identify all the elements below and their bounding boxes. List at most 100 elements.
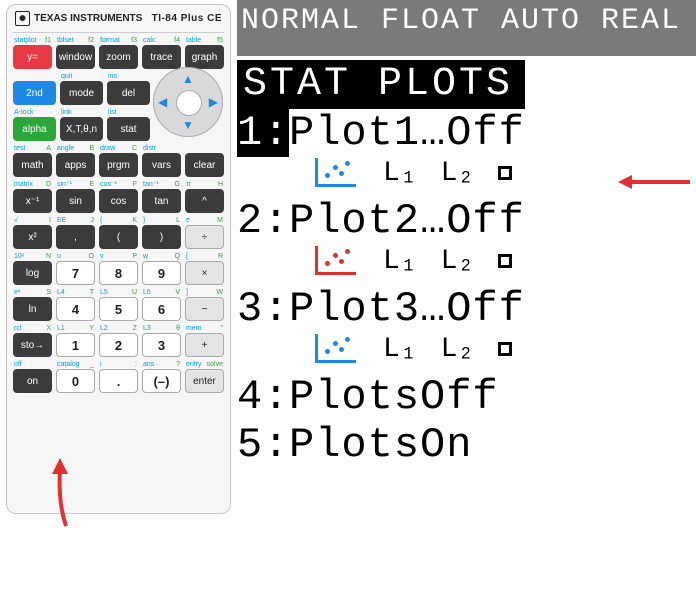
key-enter[interactable]: enter <box>185 369 224 393</box>
key-graph[interactable]: graph <box>185 45 224 69</box>
dpad-left-icon[interactable]: ◀ <box>158 95 167 109</box>
key-top-labels: eM <box>185 217 224 225</box>
menu-index: 3: <box>237 285 289 333</box>
key-wrap: calcf4trace <box>142 37 181 69</box>
key-top-labels: vP <box>99 253 138 261</box>
xlist-label: L₁ <box>383 158 417 189</box>
key-2[interactable]: 2 <box>99 333 138 357</box>
menu-label: Plot1…Off <box>289 109 525 157</box>
key-wrap: testAmath <box>13 145 52 177</box>
key-[interactable]: , <box>56 225 95 249</box>
status-bar: NORMAL FLOAT AUTO REAL <box>237 0 696 56</box>
key-1[interactable]: 1 <box>56 333 95 357</box>
key-sin[interactable]: sin <box>56 189 95 213</box>
plot-info-row: L₁L₂ <box>237 331 696 367</box>
key-window[interactable]: window <box>56 45 95 69</box>
key-[interactable]: ^ <box>185 189 224 213</box>
key-vars[interactable]: vars <box>142 153 181 177</box>
key-wrap: [R× <box>185 253 224 285</box>
key-stat[interactable]: stat <box>107 117 150 141</box>
key-[interactable]: ) <box>142 225 181 249</box>
key-[interactable]: . <box>99 369 138 393</box>
key-wrap: tblsetf2window <box>56 37 95 69</box>
key-wrap: entrysolveenter <box>185 361 224 393</box>
key-wrap: L4T4 <box>56 289 95 321</box>
key-6[interactable]: 6 <box>142 297 181 321</box>
key-top-labels: i: <box>99 361 138 369</box>
key-top-labels: ins <box>107 73 150 81</box>
menu-index: 5: <box>237 421 289 469</box>
key-row: √Ix²EEJ,{K(}L)eM÷ <box>13 217 224 249</box>
menu-item-plot[interactable]: 3:Plot3…Off <box>237 285 696 333</box>
key-top-labels: formatf3 <box>99 37 138 45</box>
key-0[interactable]: 0 <box>56 369 95 393</box>
key-7[interactable]: 7 <box>56 261 95 285</box>
ylist-label: L₂ <box>441 334 475 365</box>
mark-icon <box>498 166 512 180</box>
key-2nd[interactable]: 2nd <box>13 81 56 105</box>
key-wrap: distrvars <box>142 145 181 177</box>
brand: ✺ TEXAS INSTRUMENTS <box>15 11 142 26</box>
menu-index: 2: <box>237 197 289 245</box>
key-5[interactable]: 5 <box>99 297 138 321</box>
key-wrap: drawCprgm <box>99 145 138 177</box>
key-sto[interactable]: sto→ <box>13 333 52 357</box>
menu-item[interactable]: 5:PlotsOn <box>237 421 696 469</box>
key-ln[interactable]: ln <box>13 297 52 321</box>
key-math[interactable]: math <box>13 153 52 177</box>
key-top-labels: L5U <box>99 289 138 297</box>
key-4[interactable]: 4 <box>56 297 95 321</box>
scatter-icon <box>311 243 359 279</box>
key-3[interactable]: 3 <box>142 333 181 357</box>
scatter-icon <box>311 155 359 191</box>
key-clear[interactable]: clear <box>185 153 224 177</box>
key-on[interactable]: on <box>13 369 52 393</box>
key-xtn[interactable]: X,T,θ,n <box>60 117 103 141</box>
menu-index: 1: <box>237 109 289 157</box>
key-[interactable]: ÷ <box>185 225 224 249</box>
key-x[interactable]: x⁻¹ <box>13 189 52 213</box>
key-top-labels: catalog_ <box>56 361 95 369</box>
key-wrap: liststat <box>107 109 150 141</box>
key-cos[interactable]: cos <box>99 189 138 213</box>
key-apps[interactable]: apps <box>56 153 95 177</box>
menu-item-plot[interactable]: 1:Plot1…Off <box>237 109 696 157</box>
key-wrap: quitmode <box>60 73 103 105</box>
key-x[interactable]: x² <box>13 225 52 249</box>
key-top-labels: [R <box>185 253 224 261</box>
key-[interactable]: + <box>185 333 224 357</box>
key-wrap: L2Z2 <box>99 325 138 357</box>
key-top-labels: drawC <box>99 145 138 153</box>
separator <box>13 32 224 33</box>
key-8[interactable]: 8 <box>99 261 138 285</box>
key-wrap: 2nd <box>13 73 56 105</box>
key-wrap: EEJ, <box>56 217 95 249</box>
menu-item[interactable]: 4:PlotsOff <box>237 373 696 421</box>
key-del[interactable]: del <box>107 81 150 105</box>
key-[interactable]: ( <box>99 225 138 249</box>
key-top-labels: L1Y <box>56 325 95 333</box>
key-top-labels: L4T <box>56 289 95 297</box>
menu-item-plot[interactable]: 2:Plot2…Off <box>237 197 696 245</box>
key-wrap: √Ix² <box>13 217 52 249</box>
key-top-labels: calcf4 <box>142 37 181 45</box>
screen-title: STAT PLOTS <box>237 60 525 109</box>
key-top-labels: ]W <box>185 289 224 297</box>
dpad-right-icon[interactable]: ▶ <box>209 95 218 109</box>
key-tan[interactable]: tan <box>142 189 181 213</box>
key-alpha[interactable]: alpha <box>13 117 56 141</box>
menu-index: 4: <box>237 373 289 421</box>
dpad-up-icon[interactable]: ▲ <box>182 72 194 86</box>
key-[interactable]: (–) <box>142 369 181 393</box>
key-y[interactable]: y= <box>13 45 52 69</box>
key-[interactable]: × <box>185 261 224 285</box>
key-top-labels: testA <box>13 145 52 153</box>
key-zoom[interactable]: zoom <box>99 45 138 69</box>
key-wrap: cos⁻¹Fcos <box>99 181 138 213</box>
key-[interactable]: − <box>185 297 224 321</box>
key-9[interactable]: 9 <box>142 261 181 285</box>
key-mode[interactable]: mode <box>60 81 103 105</box>
key-log[interactable]: log <box>13 261 52 285</box>
key-prgm[interactable]: prgm <box>99 153 138 177</box>
key-trace[interactable]: trace <box>142 45 181 69</box>
